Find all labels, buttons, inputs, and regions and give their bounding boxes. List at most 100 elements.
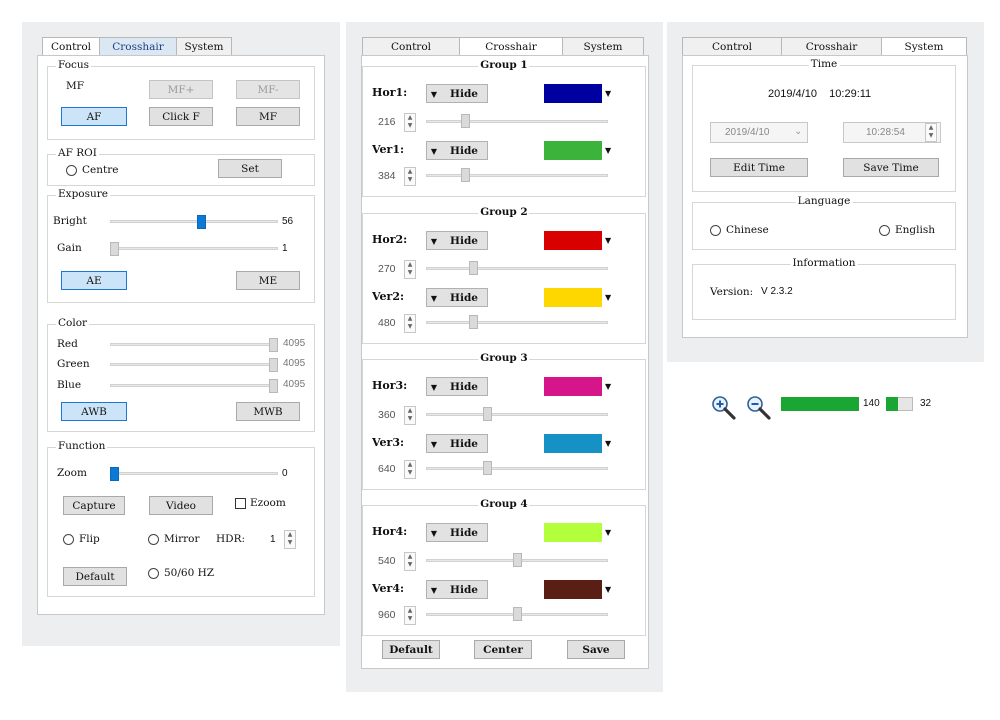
hor-color-arrow-icon[interactable]: ▼	[605, 236, 612, 245]
gain-slider-track[interactable]	[110, 247, 278, 250]
tab-system[interactable]: System	[176, 37, 232, 55]
ae-button[interactable]: AE	[61, 271, 127, 290]
hor-spin-icon[interactable]: ▲ ▼	[404, 113, 416, 132]
awb-button[interactable]: AWB	[61, 402, 127, 421]
video-button[interactable]: Video	[149, 496, 213, 515]
hdr-spin-icon[interactable]: ▲ ▼	[284, 530, 296, 549]
capture-button[interactable]: Capture	[63, 496, 125, 515]
ver-color-arrow-icon[interactable]: ▼	[605, 439, 612, 448]
ver-spin-icon[interactable]: ▲ ▼	[404, 314, 416, 333]
flip-radio[interactable]	[63, 534, 74, 545]
hor-color-swatch[interactable]	[544, 84, 602, 103]
tab-system[interactable]: System	[881, 37, 967, 56]
hor-slider-thumb[interactable]	[469, 261, 479, 275]
mf-plus-button[interactable]: MF+	[149, 80, 213, 99]
ver-color-swatch[interactable]	[544, 434, 602, 453]
bright-slider-thumb[interactable]	[197, 215, 207, 229]
ver-slider-track[interactable]	[426, 321, 608, 324]
ver-slider-thumb[interactable]	[469, 315, 479, 329]
gain-slider-thumb[interactable]	[110, 242, 119, 256]
mwb-button[interactable]: MWB	[236, 402, 300, 421]
edit-time-button[interactable]: Edit Time	[710, 158, 808, 177]
me-button[interactable]: ME	[236, 271, 300, 290]
zoom-out-button[interactable]	[745, 394, 773, 420]
blue-slider-track[interactable]	[110, 384, 278, 387]
zoom-in-button[interactable]	[710, 394, 738, 420]
mf-button[interactable]: MF	[236, 107, 300, 126]
roi-set-button[interactable]: Set	[218, 159, 282, 178]
ver-color-swatch[interactable]	[544, 580, 602, 599]
centre-radio[interactable]	[66, 165, 77, 176]
hor-spin-icon[interactable]: ▲ ▼	[404, 406, 416, 425]
click-f-button[interactable]: Click F	[149, 107, 213, 126]
mf-minus-button[interactable]: MF-	[236, 80, 300, 99]
hor-color-arrow-icon[interactable]: ▼	[605, 89, 612, 98]
date-input[interactable]: 2019/4/10	[710, 122, 808, 143]
zoom-slider-track[interactable]	[110, 472, 278, 475]
crosshair-default-button[interactable]: Default	[382, 640, 440, 659]
green-slider-thumb[interactable]	[269, 358, 278, 372]
tab-crosshair[interactable]: Crosshair	[99, 37, 177, 55]
ver-slider-track[interactable]	[426, 467, 608, 470]
blue-slider-thumb[interactable]	[269, 379, 278, 393]
hz-radio[interactable]	[148, 568, 159, 579]
chevron-down-icon[interactable]: ⌄	[794, 126, 803, 137]
tab-control[interactable]: Control	[362, 37, 460, 55]
time-spin-icon[interactable]: ▲ ▼	[925, 123, 937, 142]
hor-color-arrow-icon[interactable]: ▼	[605, 382, 612, 391]
bright-slider-track[interactable]	[110, 220, 278, 223]
chinese-radio[interactable]	[710, 225, 721, 236]
tab-crosshair[interactable]: Crosshair	[459, 37, 563, 56]
hor-color-swatch[interactable]	[544, 231, 602, 250]
hor-spin-icon[interactable]: ▲ ▼	[404, 552, 416, 571]
zoom-slider-thumb[interactable]	[110, 467, 119, 481]
red-slider-track[interactable]	[110, 343, 278, 346]
zoom-level-bar-1	[781, 397, 859, 411]
hor-color-swatch[interactable]	[544, 523, 602, 542]
ver-color-swatch[interactable]	[544, 288, 602, 307]
tab-crosshair[interactable]: Crosshair	[781, 37, 882, 55]
hor-slider-thumb[interactable]	[483, 407, 493, 421]
hor-spin-icon[interactable]: ▲ ▼	[404, 260, 416, 279]
ver-mode-dropdown[interactable]: ▼ Hide	[426, 434, 488, 453]
ver-mode-dropdown[interactable]: ▼ Hide	[426, 288, 488, 307]
save-time-button[interactable]: Save Time	[843, 158, 939, 177]
ver-slider-track[interactable]	[426, 174, 608, 177]
hor-slider-thumb[interactable]	[512, 553, 522, 567]
ver-mode-dropdown[interactable]: ▼ Hide	[426, 580, 488, 599]
ver-color-arrow-icon[interactable]: ▼	[605, 585, 612, 594]
ver-slider-thumb[interactable]	[460, 168, 470, 182]
hor-mode-dropdown[interactable]: ▼ Hide	[426, 523, 488, 542]
ver-spin-icon[interactable]: ▲ ▼	[404, 460, 416, 479]
ver-spin-icon[interactable]: ▲ ▼	[404, 167, 416, 186]
ver-color-arrow-icon[interactable]: ▼	[605, 293, 612, 302]
ver-color-arrow-icon[interactable]: ▼	[605, 146, 612, 155]
ver-color-swatch[interactable]	[544, 141, 602, 160]
ver-mode-dropdown[interactable]: ▼ Hide	[426, 141, 488, 160]
tab-system[interactable]: System	[562, 37, 644, 55]
hor-slider-track[interactable]	[426, 413, 608, 416]
ver-slider-thumb[interactable]	[483, 461, 493, 475]
time-input[interactable]: 10:28:54	[843, 122, 941, 143]
ver-slider-thumb[interactable]	[512, 607, 522, 621]
function-default-button[interactable]: Default	[63, 567, 127, 586]
green-slider-track[interactable]	[110, 363, 278, 366]
hor-slider-track[interactable]	[426, 267, 608, 270]
tab-control[interactable]: Control	[682, 37, 782, 55]
tab-control[interactable]: Control	[42, 37, 100, 56]
ver-spin-icon[interactable]: ▲ ▼	[404, 606, 416, 625]
mirror-radio[interactable]	[148, 534, 159, 545]
ezoom-checkbox[interactable]	[235, 498, 246, 509]
crosshair-save-button[interactable]: Save	[567, 640, 625, 659]
hor-color-arrow-icon[interactable]: ▼	[605, 528, 612, 537]
hor-mode-dropdown[interactable]: ▼ Hide	[426, 231, 488, 250]
hor-color-swatch[interactable]	[544, 377, 602, 396]
hor-mode-dropdown[interactable]: ▼ Hide	[426, 84, 488, 103]
red-slider-thumb[interactable]	[269, 338, 278, 352]
crosshair-center-button[interactable]: Center	[474, 640, 532, 659]
hor-mode-dropdown[interactable]: ▼ Hide	[426, 377, 488, 396]
hor-slider-thumb[interactable]	[460, 114, 470, 128]
english-radio[interactable]	[879, 225, 890, 236]
hor-slider-track[interactable]	[426, 120, 608, 123]
af-button[interactable]: AF	[61, 107, 127, 126]
